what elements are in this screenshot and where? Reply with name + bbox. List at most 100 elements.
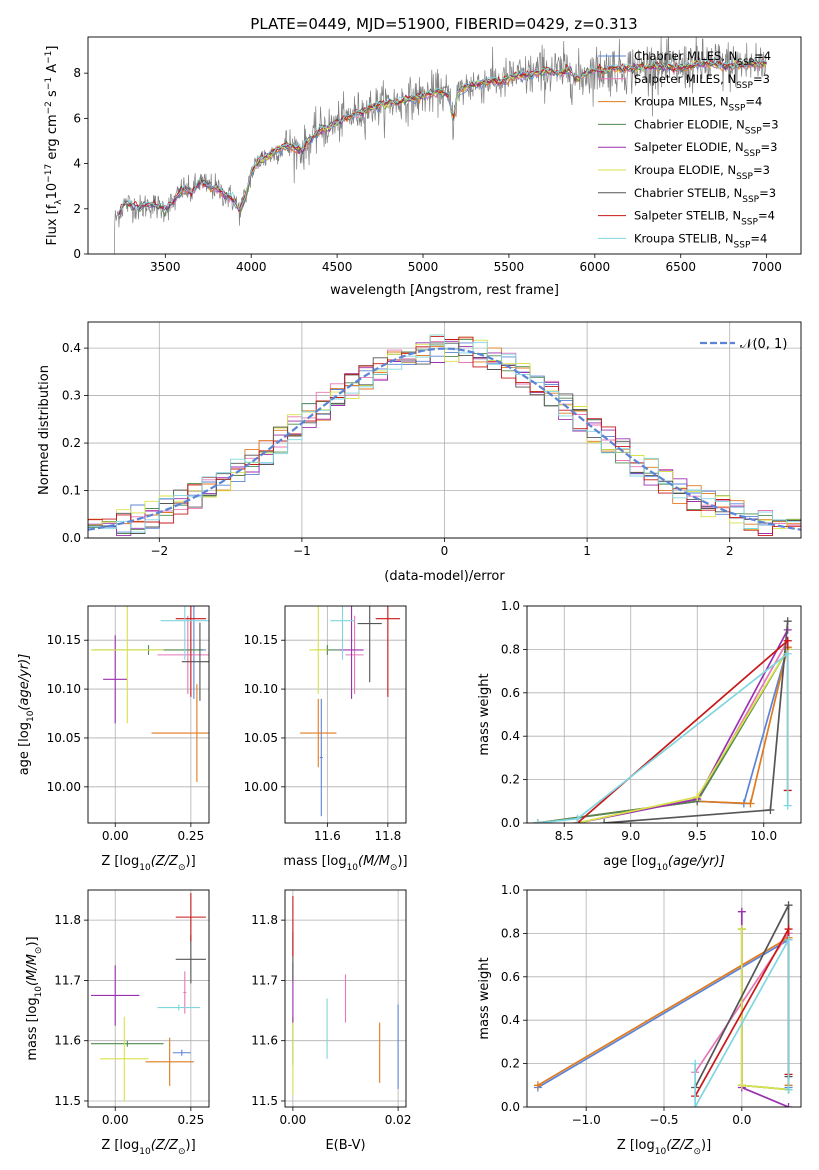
y-tick-label: 11.5 (54, 1094, 81, 1108)
label-part: 10 (347, 863, 359, 873)
y-tick-label: 6 (73, 111, 81, 125)
weight-lines (533, 617, 792, 823)
error-bars (292, 896, 399, 1095)
label-part: SSP (745, 126, 762, 136)
x-tick-label: 6000 (580, 260, 611, 274)
y-tick-label: 10.05 (244, 731, 278, 745)
x-tick-label: 4000 (236, 260, 267, 274)
y-tick-label: 0.2 (62, 436, 81, 450)
axes-frame (284, 889, 407, 1108)
x-tick-label: 0.25 (177, 829, 204, 843)
y-tick-label: 0.0 (501, 816, 520, 830)
weight-line-kroupa-stelib (537, 651, 789, 823)
label-part: Chabrier MILES, N (634, 49, 737, 63)
x-tick-label: −1 (293, 544, 311, 558)
y-tick-label: 8 (73, 66, 81, 80)
weight-line-kroupa-miles (537, 936, 790, 1087)
label-part: )] (25, 936, 40, 946)
error-bars (300, 606, 400, 817)
axes-frame (284, 605, 407, 824)
weight-point-chabrier-stelib (784, 901, 793, 910)
x-tick-label: 0.00 (102, 829, 129, 843)
x-tick-label: −1.0 (572, 1113, 601, 1127)
weight-point-chabrier-stelib (766, 805, 775, 814)
observed-spectrum-line (113, 37, 767, 254)
weight-point-chabrier-stelib (600, 819, 609, 823)
mass-vs-ebv-panel: 0.00 0.02 11.5 11.6 11.7 11.8 E(B-V) (251, 889, 412, 1153)
label-part: age [log (17, 722, 32, 775)
label-part: =4 (754, 49, 771, 63)
y-tick-label: 0.6 (501, 970, 520, 984)
x-axis-label: wavelength [Angstrom, rest frame] (330, 283, 559, 298)
label-part: −1 (44, 77, 54, 90)
label-part: 10 (26, 710, 36, 722)
x-tick-label: 0.02 (385, 1113, 412, 1127)
legend-label-chabrier-elodie: Chabrier ELODIE, NSSP=3 (634, 117, 779, 136)
label-part: mass [log (25, 997, 40, 1060)
legend-label-salpeter-miles: Salpeter MILES, NSSP=3 (634, 72, 770, 91)
y-tick-label: 10.00 (47, 780, 81, 794)
legend-label-chabrier-stelib: Chabrier STELIB, NSSP=3 (634, 186, 776, 205)
x-tick-label: 5000 (408, 260, 439, 274)
axes-frame (87, 605, 210, 824)
weight-line-kroupa-stelib (694, 936, 790, 1107)
weight-point-kroupa-stelib (691, 1059, 700, 1068)
label-part: erg cm (45, 114, 60, 163)
y-tick-label: 10.10 (244, 682, 278, 696)
label-part: Salpeter MILES, N (634, 72, 736, 86)
x-tick-label: 6500 (665, 260, 696, 274)
label-part: =3 (761, 140, 778, 154)
label-part: −2 (44, 101, 54, 114)
x-axis-label: E(B-V) (325, 1138, 365, 1153)
label-part: Kroupa MILES, N (634, 95, 729, 109)
label-part: SSP (734, 240, 751, 250)
x-tick-label: 2 (726, 544, 734, 558)
x-axis-label: Z [log10(Z/Z⊙)] (101, 854, 195, 873)
label-part: ⊙ (693, 1147, 701, 1157)
label-part: Chabrier ELODIE, N (634, 117, 745, 131)
figure-title: PLATE=0449, MJD=51900, FIBERID=0429, z=0… (250, 15, 637, 33)
spectrum-lines (113, 37, 767, 254)
label-part: =3 (753, 72, 770, 86)
label-part: )] (701, 1138, 711, 1153)
y-tick-label: 10.15 (244, 633, 278, 647)
y-axis-label: mass [log10(M/M⊙)] (25, 936, 44, 1060)
y-axis-label: mass weight (477, 957, 492, 1039)
x-tick-label: 0.00 (280, 1113, 307, 1127)
y-tick-label: 11.7 (251, 973, 278, 987)
weight-point-salpeter-stelib (784, 925, 793, 934)
y-tick-label: 0.4 (501, 1013, 520, 1027)
label-part: ⊙ (178, 1147, 186, 1157)
gaussian-curve (88, 347, 801, 531)
x-tick-label: 0.00 (102, 1113, 129, 1127)
y-tick-label: 11.8 (54, 913, 81, 927)
x-axis-label: (data-model)/error (384, 569, 505, 584)
weight-point-chabrier-stelib (783, 617, 792, 626)
plots: 3500 4000 4500 5000 5500 6000 6500 7000 0 2 4 6 8 wav… (17, 36, 802, 1157)
weight-vs-age-panel: 8.5 9.0 9.5 10.0 0.0 0.2 0.4 0.6 0.8 1.0 age [log1… (477, 599, 802, 873)
legend-label-salpeter-stelib: Salpeter STELIB, NSSP=4 (634, 209, 775, 228)
label-part: )] (186, 854, 196, 869)
label-part: SSP (744, 149, 761, 159)
label-part: 10 (139, 863, 151, 873)
label-part: =4 (758, 209, 775, 223)
label-part: −17 (44, 164, 54, 183)
weight-point-kroupa-miles (746, 799, 755, 808)
x-tick-label: 7000 (751, 260, 782, 274)
label-part: 10 (139, 1147, 151, 1157)
residuals-panel: −2 −1 0 1 2 0.0 0.1 0.2 0.3 0.4 (data-model)/error… (37, 321, 802, 584)
axes-frame (526, 605, 802, 824)
label-part: ⊙ (34, 947, 44, 955)
weight-line-salpeter-miles (537, 640, 789, 823)
x-tick-label: 4500 (322, 260, 353, 274)
label-part: (Z/Z (666, 1138, 694, 1153)
axes-frame (87, 321, 802, 539)
label-part: s (45, 90, 60, 101)
x-tick-label: 5500 (494, 260, 525, 274)
y-tick-label: 0.0 (62, 531, 81, 545)
axes-frame (87, 36, 802, 255)
y-tick-label: 10.05 (47, 731, 81, 745)
label-part: 10 (34, 986, 44, 998)
